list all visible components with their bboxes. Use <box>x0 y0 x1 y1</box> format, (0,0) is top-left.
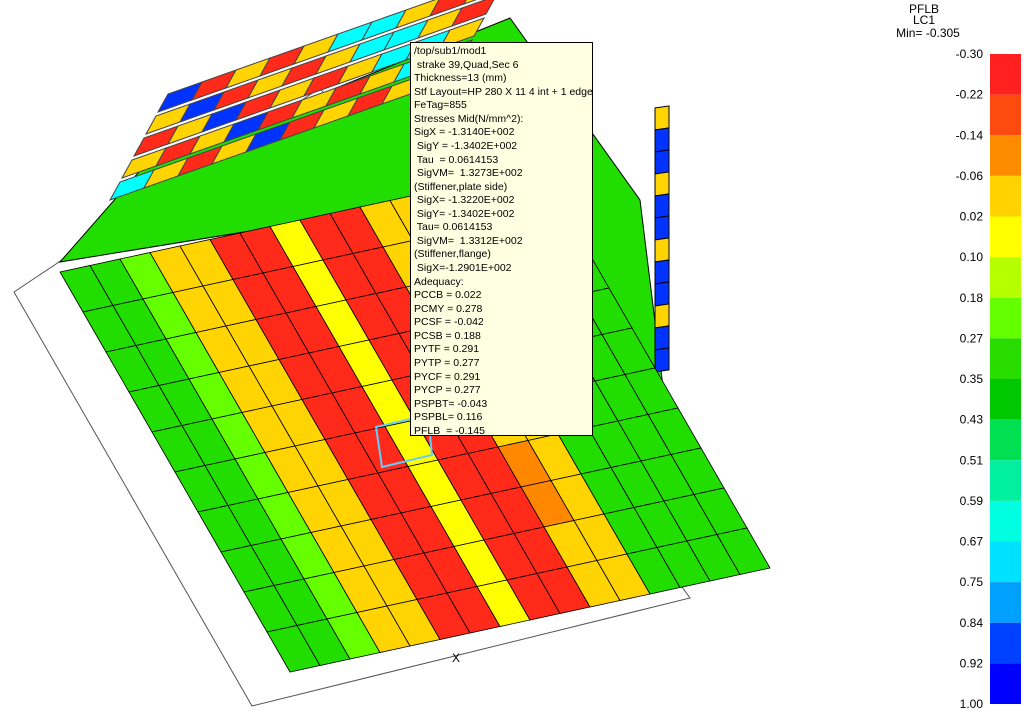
legend-label: 0.59 <box>960 494 984 508</box>
legend-title: PFLB <box>909 2 939 16</box>
legend-label: 0.18 <box>960 291 984 305</box>
legend-band <box>990 257 1021 298</box>
legend-label: 0.75 <box>960 575 984 589</box>
tooltip-line: PSPBT= -0.043 <box>414 397 488 410</box>
legend-label: 0.35 <box>960 372 984 386</box>
roof-cell <box>450 0 495 27</box>
roof-cell <box>438 17 486 49</box>
side-cell <box>654 325 670 351</box>
roof-cell <box>394 0 440 29</box>
legend-min: Min= -0.305 <box>896 26 960 40</box>
legend-label: -0.14 <box>956 128 984 142</box>
tooltip-line: Stresses Mid(N/mm^2): <box>414 112 524 125</box>
tooltip-line: SigX=-1.2901E+002 <box>414 262 512 274</box>
side-cell <box>654 193 670 219</box>
tooltip-line: PCSF = -0.042 <box>414 316 484 329</box>
legend-band <box>990 135 1021 176</box>
legend-label: 0.10 <box>960 250 984 264</box>
legend-label: 0.43 <box>960 413 984 427</box>
side-cell <box>654 149 670 175</box>
side-cell <box>654 215 670 241</box>
legend-label: -0.06 <box>956 169 984 183</box>
legend-label: -0.30 <box>956 47 984 61</box>
tooltip-line: strake 39,Quad,Sec 6 <box>414 58 519 71</box>
legend-band <box>990 175 1021 217</box>
legend-band <box>990 622 1021 664</box>
tooltip-line: SigX= -1.3220E+002 <box>414 194 515 207</box>
tooltip-line: SigX = -1.3140E+002 <box>414 126 515 139</box>
axis-label: X <box>452 651 460 665</box>
legend-label: 0.02 <box>960 210 984 224</box>
tooltip-line: Stf Layout=HP 280 X 11 4 int + 1 edge <box>414 85 593 98</box>
legend-label: 0.51 <box>960 453 984 467</box>
legend-band <box>990 94 1021 136</box>
tooltip-line: SigVM= 1.3273E+002 <box>414 167 523 180</box>
legend-label: 0.84 <box>960 616 984 630</box>
side-cell <box>654 127 670 153</box>
tooltip-line: PYCP = 0.277 <box>414 384 481 397</box>
tooltip-line: SigVM= 1.3312E+002 <box>414 234 523 247</box>
tooltip-line: (Stiffener,flange) <box>414 248 491 261</box>
legend-band <box>990 460 1021 501</box>
legend-label: -0.22 <box>956 88 984 102</box>
side-cell <box>654 259 670 285</box>
tooltip-line: PFLB = -0.145 <box>414 424 485 436</box>
tooltip-line: PCSB = 0.188 <box>414 329 481 342</box>
legend-band <box>990 582 1021 623</box>
tooltip-line: /top/sub1/mod1 <box>414 45 487 57</box>
legend-band <box>990 663 1021 704</box>
tooltip: /top/sub1/mod1 strake 39,Quad,Sec 6 Thick… <box>410 42 593 436</box>
side-cell <box>654 237 670 263</box>
legend-band <box>990 54 1021 95</box>
legend-band <box>990 379 1021 420</box>
legend-label: 0.27 <box>960 331 984 345</box>
tooltip-line: PYCF = 0.291 <box>414 370 481 383</box>
legend-band <box>990 419 1021 461</box>
side-cell <box>654 171 670 197</box>
legend: -0.30 -0.22 -0.14 -0.06 0.02 0.10 0.18 0.27 0.35… <box>956 47 1021 711</box>
tooltip-line: PYTP = 0.277 <box>414 356 480 369</box>
side-cell <box>654 281 670 307</box>
tooltip-line: SigY= -1.3402E+002 <box>414 207 515 220</box>
tooltip-line: Tau = 0.0614153 <box>414 153 499 166</box>
tooltip-line: Tau= 0.0614153 <box>414 221 493 234</box>
legend-band <box>990 338 1021 379</box>
legend-label: 0.67 <box>960 535 984 549</box>
tooltip-line: PSPBL= 0.116 <box>414 411 483 424</box>
tooltip-line: (Stiffener,plate side) <box>414 180 508 193</box>
legend-band <box>990 541 1021 583</box>
tooltip-line: PYTF = 0.291 <box>414 343 480 356</box>
legend-label: 1.00 <box>960 697 984 711</box>
tooltip-line: Adequacy: <box>414 275 464 288</box>
tooltip-line: FeTag=855 <box>414 99 467 112</box>
tooltip-line: SigY = -1.3402E+002 <box>414 139 518 152</box>
side-cell <box>654 303 670 329</box>
tooltip-line: PCCB = 0.022 <box>414 289 482 302</box>
legend-subtitle: LC1 <box>913 13 935 27</box>
side-cell <box>654 347 670 373</box>
roof-cell <box>462 0 477 5</box>
legend-band <box>990 500 1021 542</box>
shell-cell <box>716 527 771 575</box>
legend-band <box>990 297 1021 339</box>
tooltip-line: Thickness=13 (mm) <box>414 72 507 85</box>
legend-band <box>990 216 1021 258</box>
tooltip-line: PCMY = 0.278 <box>414 302 483 315</box>
side-cell <box>654 105 670 131</box>
legend-label: 0.92 <box>960 656 984 670</box>
roof-cell <box>428 0 467 17</box>
